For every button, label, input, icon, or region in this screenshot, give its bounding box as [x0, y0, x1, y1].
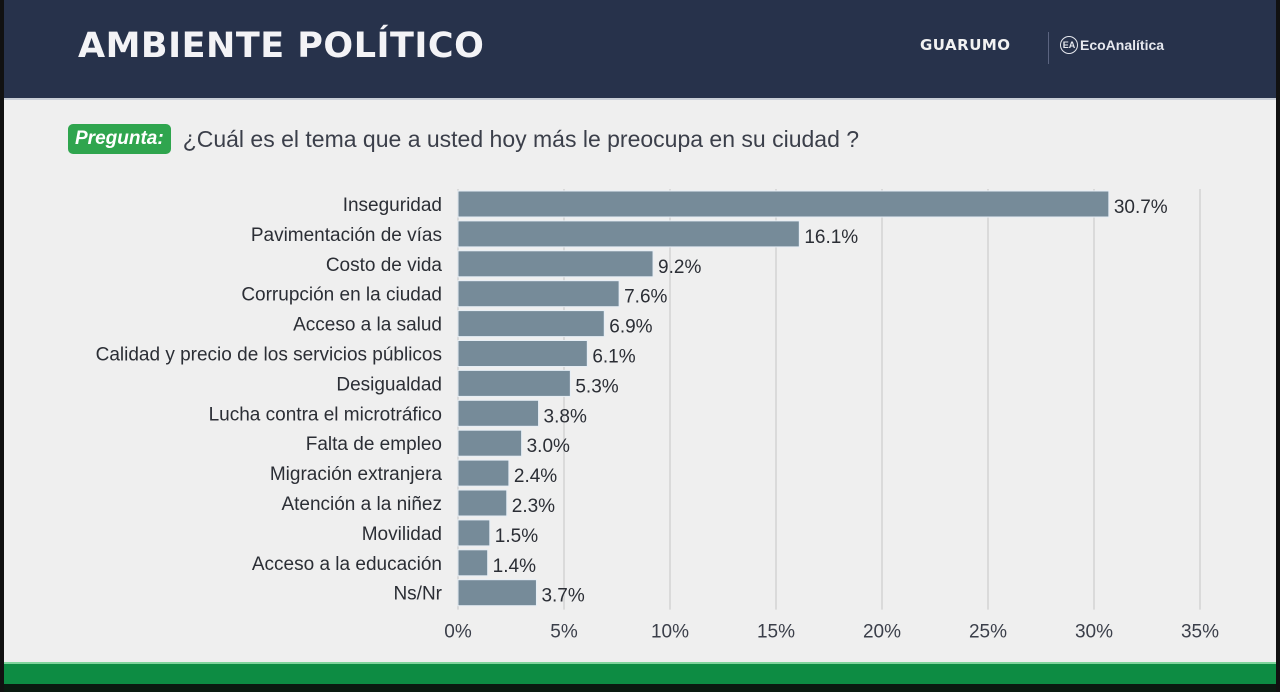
- category-label: Pavimentación de vías: [251, 225, 442, 246]
- value-label: 6.1%: [592, 347, 635, 368]
- x-tick-label: 20%: [863, 622, 901, 643]
- value-labels: 30.7% 16.1% 9.2% 7.6% 6.9% 6.1% 5.3% 3.8% 3.0% 2.…: [493, 197, 1168, 607]
- bar: [457, 399, 540, 427]
- footer-bar: [4, 662, 1276, 684]
- bar: [457, 429, 523, 457]
- value-label: 3.7%: [541, 586, 584, 607]
- bar: [457, 250, 654, 278]
- bar: [457, 280, 620, 308]
- x-tick-label: 5%: [550, 622, 578, 643]
- category-label: Costo de vida: [326, 255, 443, 276]
- category-label: Acceso a la salud: [293, 315, 442, 336]
- category-label: Ns/Nr: [393, 584, 442, 605]
- x-tick-label: 0%: [444, 622, 472, 643]
- category-label: Migración extranjera: [270, 464, 443, 485]
- bottom-edge: [4, 684, 1276, 692]
- value-label: 30.7%: [1114, 197, 1168, 218]
- category-label: Movilidad: [362, 524, 442, 545]
- bar: [457, 340, 588, 367]
- guarumo-logo: GUARUMO: [920, 36, 1011, 54]
- category-labels: Inseguridad Pavimentación de vías Costo de…: [96, 195, 443, 605]
- question-badge: Pregunta:: [68, 124, 171, 154]
- value-label: 3.8%: [544, 406, 587, 427]
- bar: [457, 310, 605, 338]
- question-row: Pregunta: ¿Cuál es el tema que a usted h…: [68, 124, 859, 154]
- bar: [457, 579, 537, 607]
- category-label: Corrupción en la ciudad: [241, 285, 442, 306]
- value-label: 1.5%: [495, 526, 538, 547]
- category-label: Inseguridad: [343, 195, 442, 216]
- bar: [457, 549, 489, 577]
- category-label: Atención a la niñez: [281, 494, 442, 515]
- bars: [457, 190, 1110, 607]
- x-tick-label: 15%: [757, 622, 795, 643]
- value-label: 2.3%: [512, 496, 555, 517]
- logo-divider: [1048, 32, 1049, 64]
- ecoanalitica-logo: EA EcoAnalítica: [1060, 36, 1164, 54]
- bar: [457, 489, 508, 517]
- bar: [457, 369, 571, 397]
- category-label: Falta de empleo: [306, 434, 442, 455]
- x-tick-label: 30%: [1075, 622, 1113, 643]
- category-label: Desigualdad: [336, 374, 442, 395]
- slide: AMBIENTE POLÍTICO GUARUMO EA EcoAnalític…: [4, 0, 1276, 692]
- x-axis-ticks: 0% 5% 10% 15% 20% 25% 30% 35%: [444, 622, 1219, 643]
- value-label: 7.6%: [624, 287, 667, 308]
- category-label: Calidad y precio de los servicios públic…: [96, 345, 442, 366]
- bar: [457, 220, 800, 248]
- value-label: 1.4%: [493, 556, 536, 577]
- category-label: Lucha contra el microtráfico: [209, 404, 442, 425]
- ecoanalitica-icon: EA: [1060, 36, 1078, 54]
- question-text: ¿Cuál es el tema que a usted hoy más le …: [182, 125, 860, 152]
- bar: [457, 519, 491, 547]
- value-label: 2.4%: [514, 466, 557, 487]
- category-label: Acceso a la educación: [252, 554, 442, 575]
- bar: [457, 190, 1110, 218]
- header-bar: AMBIENTE POLÍTICO GUARUMO EA EcoAnalític…: [4, 0, 1276, 100]
- x-tick-label: 25%: [969, 622, 1007, 643]
- value-label: 3.0%: [527, 436, 570, 457]
- x-tick-label: 35%: [1181, 622, 1219, 643]
- value-label: 6.9%: [609, 317, 652, 338]
- value-label: 9.2%: [658, 257, 701, 278]
- page-title: AMBIENTE POLÍTICO: [78, 26, 485, 66]
- x-tick-label: 10%: [651, 622, 689, 643]
- bar: [457, 459, 510, 487]
- ecoanalitica-label: EcoAnalítica: [1080, 37, 1165, 53]
- value-label: 16.1%: [804, 227, 858, 248]
- value-label: 5.3%: [575, 376, 618, 397]
